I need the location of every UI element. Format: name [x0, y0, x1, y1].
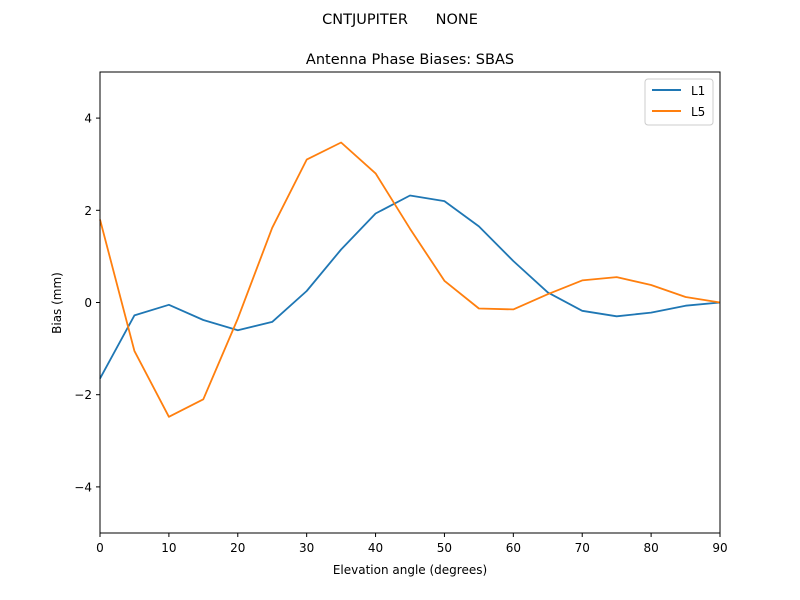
- chart-title: Antenna Phase Biases: SBAS: [306, 52, 514, 68]
- x-tick-label: 50: [437, 541, 452, 555]
- x-tick-label: 60: [506, 541, 521, 555]
- x-tick-label: 10: [161, 541, 176, 555]
- x-tick-label: 80: [643, 541, 658, 555]
- y-axis-ticks: −4 −2 0 2 4: [74, 112, 100, 494]
- x-axis-label: Elevation angle (degrees): [333, 563, 487, 577]
- y-tick-label: −4: [74, 480, 92, 494]
- x-tick-label: 70: [575, 541, 590, 555]
- plot-area: [99, 141, 721, 418]
- y-tick-label: 0: [84, 296, 92, 310]
- legend-label-l5: L5: [691, 105, 705, 119]
- legend-label-l1: L1: [691, 84, 705, 98]
- y-axis-label: Bias (mm): [50, 272, 64, 334]
- x-axis-ticks: 0 10 20 30 40 50 60 70 80 90: [96, 533, 728, 555]
- x-tick-label: 30: [299, 541, 314, 555]
- suptitle: CNTJUPITER NONE: [322, 12, 478, 28]
- x-tick-label: 90: [712, 541, 727, 555]
- x-tick-label: 40: [368, 541, 383, 555]
- y-tick-label: 2: [84, 204, 92, 218]
- y-tick-label: 4: [84, 112, 92, 126]
- axes-frame: [99, 71, 721, 534]
- x-tick-label: 0: [96, 541, 104, 555]
- y-tick-label: −2: [74, 388, 92, 402]
- x-tick-label: 20: [230, 541, 245, 555]
- series-line-l5: [99, 141, 721, 418]
- legend: L1 L5: [644, 78, 714, 126]
- series-line-l1: [99, 194, 721, 380]
